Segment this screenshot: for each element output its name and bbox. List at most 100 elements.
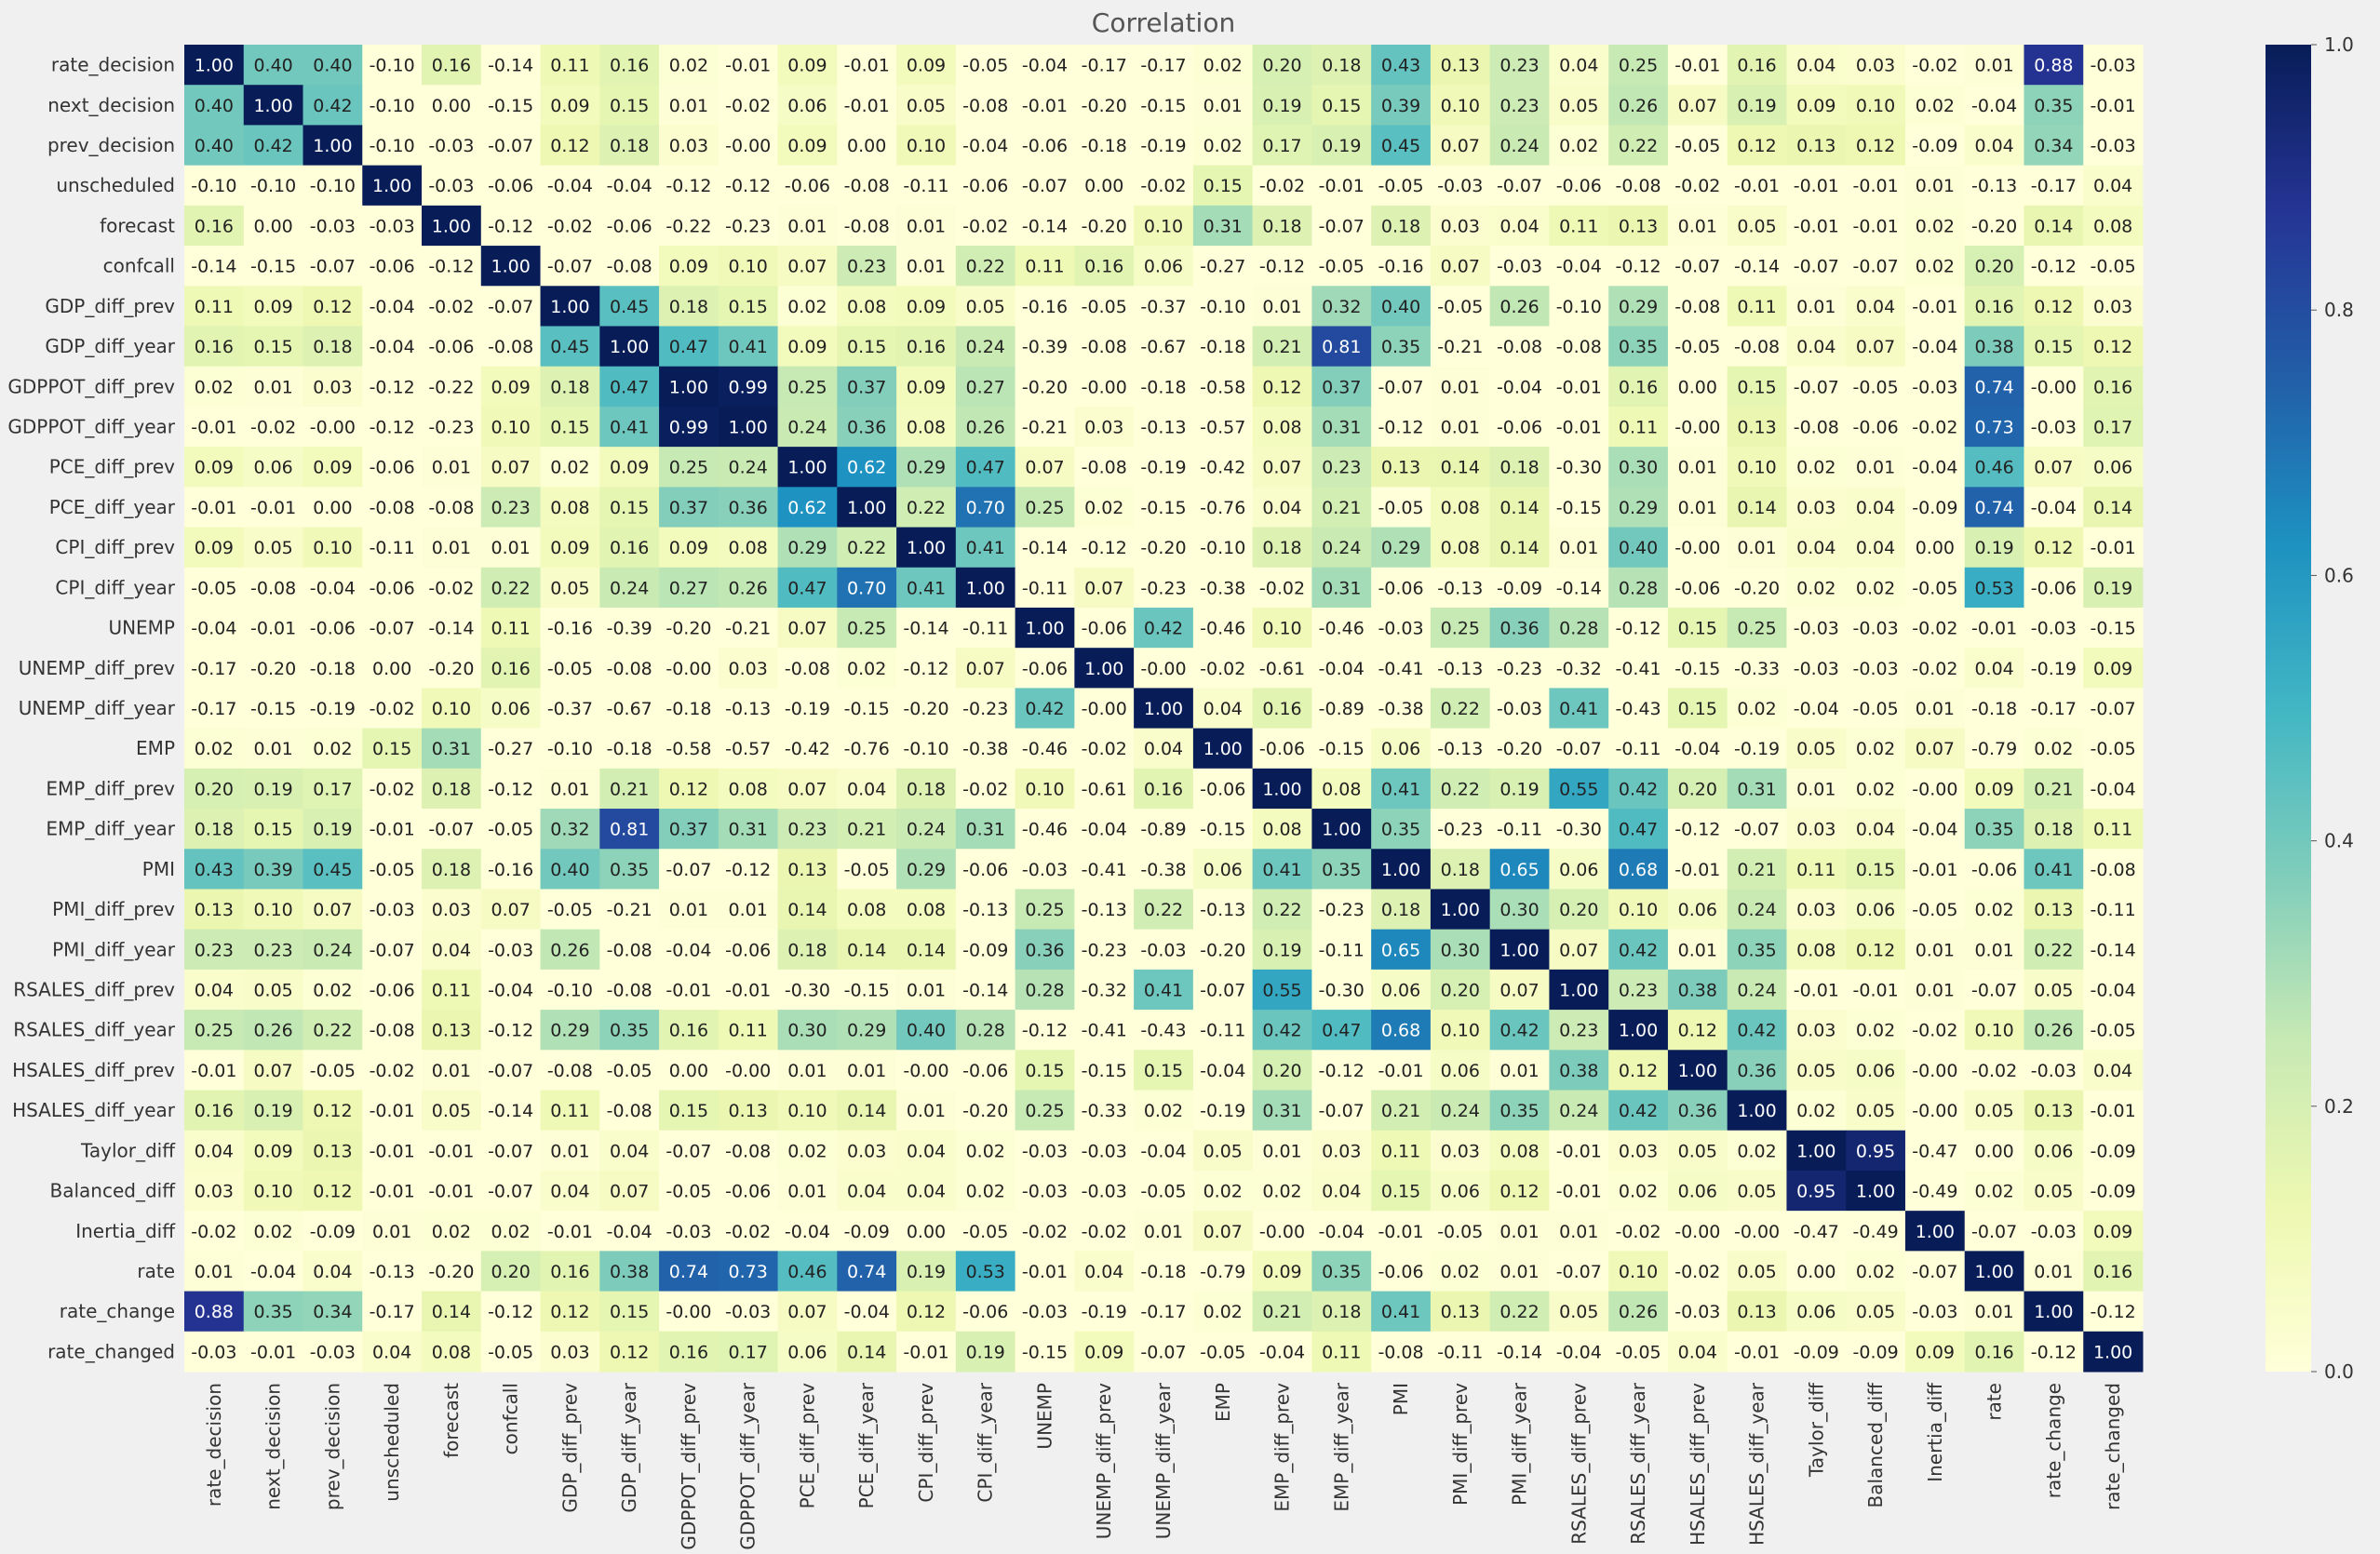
- cell-value-label: -0.01: [1853, 980, 1899, 1000]
- cell-value-label: 0.19: [1262, 940, 1301, 960]
- heatmap-cell: [659, 1130, 719, 1172]
- heatmap-cell: [1430, 809, 1491, 850]
- heatmap-cell: [1489, 688, 1550, 730]
- heatmap-cell: [1727, 246, 1787, 287]
- heatmap-cell: [540, 45, 600, 86]
- heatmap-cell: [1134, 849, 1194, 890]
- cell-value-label: 0.31: [1322, 578, 1361, 598]
- heatmap-cell: [1727, 286, 1787, 327]
- cell-value-label: 0.46: [787, 1262, 827, 1282]
- cell-value-label: 0.23: [1559, 1021, 1598, 1041]
- cell-value-label: -0.18: [1200, 337, 1245, 357]
- cell-value-label: 0.08: [1322, 779, 1361, 799]
- heatmap-cell: [422, 246, 482, 287]
- cell-value-label: -0.02: [1259, 578, 1305, 598]
- cell-value-label: -0.08: [1082, 458, 1127, 478]
- cell-value-label: -0.61: [1082, 779, 1127, 799]
- cell-value-label: 0.06: [1203, 860, 1243, 880]
- cell-value-label: 1.00: [907, 538, 946, 558]
- cell-value-label: 0.74: [847, 1262, 886, 1282]
- heatmap-cell: [718, 447, 779, 488]
- heatmap-cell: [2083, 809, 2144, 850]
- cell-value-label: 0.16: [907, 337, 946, 357]
- cell-value-label: -0.01: [250, 1342, 296, 1362]
- cell-value-label: 1.00: [1441, 900, 1480, 920]
- cell-value-label: -0.01: [370, 820, 415, 840]
- cell-value-label: 0.62: [787, 498, 827, 518]
- heatmap-cell: [1667, 85, 1728, 126]
- heatmap-cell: [1134, 1050, 1194, 1092]
- cell-value-label: 0.09: [787, 136, 827, 156]
- heatmap-cell: [718, 487, 779, 529]
- heatmap-cell: [1964, 728, 2024, 770]
- heatmap-cell: [540, 849, 600, 890]
- cell-value-label: -0.03: [2031, 418, 2077, 438]
- cell-value-label: -0.12: [2031, 257, 2077, 277]
- heatmap-cell: [243, 1291, 304, 1333]
- heatmap-cell: [1786, 286, 1847, 327]
- heatmap-cell: [777, 1170, 838, 1212]
- heatmap-cell: [1549, 447, 1609, 488]
- heatmap-cell: [184, 969, 245, 1011]
- heatmap-cell: [2083, 849, 2144, 890]
- heatmap-cell: [896, 1050, 957, 1092]
- cell-value-label: -0.15: [1674, 659, 1720, 679]
- cell-value-label: 0.05: [550, 578, 589, 598]
- heatmap-cell: [1192, 889, 1254, 931]
- heatmap-cell: [1489, 1050, 1550, 1092]
- cell-value-label: 1.00: [1499, 940, 1539, 960]
- heatmap-cell: [1489, 648, 1550, 689]
- cell-value-label: -0.08: [1794, 418, 1839, 438]
- cell-value-label: 0.35: [2034, 96, 2073, 116]
- cell-value-label: 0.05: [1203, 1141, 1243, 1161]
- cell-value-label: -0.05: [1437, 1222, 1483, 1242]
- x-tick-label: UNEMP_diff_prev: [1093, 1383, 1115, 1539]
- cell-value-label: -0.01: [428, 1141, 474, 1161]
- cell-value-label: -0.04: [1674, 739, 1720, 759]
- heatmap-cell: [1608, 607, 1669, 649]
- cell-value-label: 0.36: [729, 498, 768, 518]
- y-tick-label: UNEMP: [108, 617, 175, 639]
- cell-value-label: -0.43: [1140, 1021, 1186, 1041]
- heatmap-cell: [837, 607, 897, 649]
- heatmap-cell: [1904, 406, 1966, 448]
- cell-value-label: -0.04: [1497, 377, 1542, 397]
- heatmap-cell: [1074, 286, 1135, 327]
- cell-value-label: -0.10: [370, 96, 415, 116]
- cell-value-label: 0.47: [1619, 820, 1658, 840]
- cell-value-label: 0.18: [787, 940, 827, 960]
- cell-value-label: 0.21: [2034, 779, 2073, 799]
- cell-value-label: 0.16: [195, 216, 234, 236]
- heatmap-cell: [1311, 45, 1372, 86]
- y-tick-label: RSALES_diff_prev: [13, 978, 175, 1000]
- heatmap-cell: [1192, 45, 1254, 86]
- cell-value-label: 0.24: [1441, 1101, 1480, 1121]
- cell-value-label: 0.01: [1916, 940, 1955, 960]
- cell-value-label: -0.07: [1556, 739, 1602, 759]
- cell-value-label: 0.06: [2093, 458, 2132, 478]
- heatmap-cell: [1074, 969, 1135, 1011]
- cell-value-label: 0.02: [491, 1222, 531, 1242]
- heatmap-cell: [1608, 1130, 1669, 1172]
- cell-value-label: 0.12: [1678, 1021, 1717, 1041]
- heatmap-cell: [243, 688, 304, 730]
- cell-value-label: -0.00: [725, 136, 771, 156]
- cell-value-label: -0.03: [1022, 1182, 1068, 1202]
- heatmap-cell: [184, 125, 245, 167]
- heatmap-cell: [1311, 366, 1372, 408]
- heatmap-cell: [1964, 125, 2024, 167]
- heatmap-cell: [1608, 527, 1669, 569]
- heatmap-cell: [2083, 607, 2144, 649]
- heatmap-cell: [1311, 607, 1372, 649]
- cell-value-label: -0.07: [1971, 980, 2017, 1000]
- heatmap-cell: [1727, 406, 1787, 448]
- heatmap-cell: [1667, 1010, 1728, 1051]
- cell-value-label: 0.09: [1974, 779, 2013, 799]
- cell-value-label: 0.09: [2093, 659, 2132, 679]
- heatmap-cell: [955, 366, 1016, 408]
- cell-value-label: 0.13: [1796, 136, 1835, 156]
- cell-value-label: -0.46: [1319, 619, 1365, 639]
- cell-value-label: 0.15: [610, 96, 649, 116]
- heatmap-cell: [1727, 447, 1787, 488]
- heatmap-cell: [1134, 85, 1194, 126]
